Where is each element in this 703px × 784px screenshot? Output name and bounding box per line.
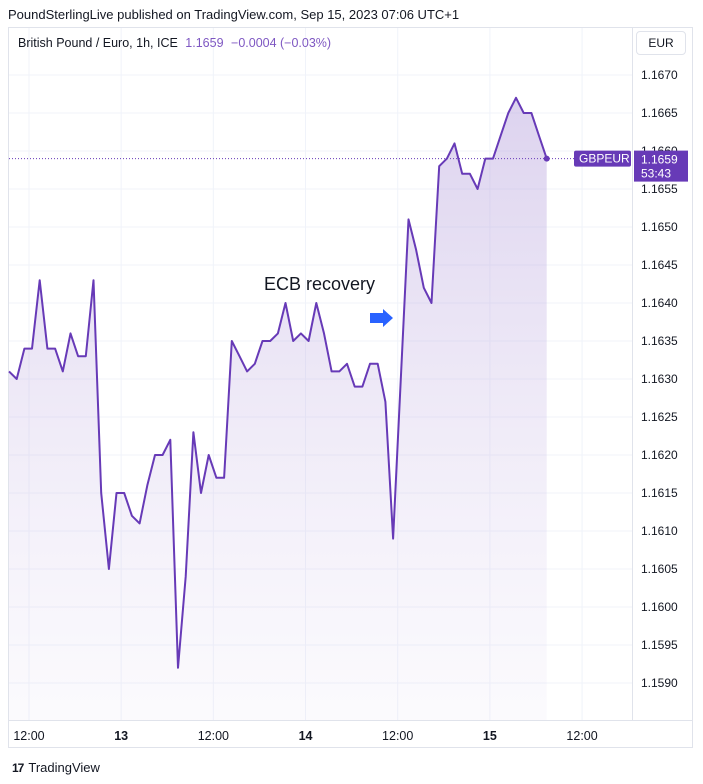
x-tick-label: 14	[299, 729, 313, 743]
last-price-marker	[543, 155, 550, 162]
y-tick-label: 1.1595	[641, 638, 678, 652]
price-tag-value: 1.1659	[641, 153, 678, 167]
x-tick-label: 15	[483, 729, 497, 743]
y-tick-label: 1.1650	[641, 220, 678, 234]
chart-frame	[8, 27, 693, 748]
y-tick-label: 1.1665	[641, 106, 678, 120]
y-tick-label: 1.1645	[641, 258, 678, 272]
y-tick-label: 1.1625	[641, 410, 678, 424]
y-tick-label: 1.1640	[641, 296, 678, 310]
brand-name: TradingView	[28, 760, 100, 775]
symbol-tag-label: GBPEUR	[579, 152, 630, 166]
y-tick-label: 1.1670	[641, 68, 678, 82]
y-axis-labels: 1.16701.16651.16601.16551.16501.16451.16…	[641, 68, 678, 690]
bar-countdown: 53:43	[641, 167, 671, 181]
y-tick-label: 1.1605	[641, 562, 678, 576]
x-tick-label: 12:00	[198, 729, 229, 743]
price-tag: GBPEUR 1.1659 53:43	[574, 150, 688, 182]
x-tick-label: 12:00	[382, 729, 413, 743]
y-tick-label: 1.1610	[641, 524, 678, 538]
y-tick-label: 1.1615	[641, 486, 678, 500]
y-tick-label: 1.1655	[641, 182, 678, 196]
legend-change: −0.0004 (−0.03%)	[231, 36, 332, 50]
price-area-fill	[9, 97, 547, 721]
annotation-label: ECB recovery	[264, 274, 375, 294]
symbol-tag-background	[574, 150, 631, 167]
chart-legend: British Pound / Euro, 1h, ICE 1.1659 −0.…	[18, 36, 331, 50]
legend-price: 1.1659	[185, 36, 224, 50]
y-tick-label: 1.1590	[641, 676, 678, 690]
price-line	[8, 96, 548, 669]
y-tick-label: 1.1635	[641, 334, 678, 348]
x-tick-label: 13	[114, 729, 128, 743]
arrow-right-icon	[370, 309, 393, 327]
tradingview-logo-icon: 17	[12, 760, 24, 775]
currency-button[interactable]: EUR	[636, 31, 686, 55]
y-tick-label: 1.1630	[641, 372, 678, 386]
y-tick-label: 1.1620	[641, 448, 678, 462]
footer-brand[interactable]: 17 TradingView	[12, 760, 100, 775]
x-tick-label: 12:00	[13, 729, 44, 743]
publisher-caption: PoundSterlingLive published on TradingVi…	[8, 7, 460, 22]
x-tick-label: 12:00	[566, 729, 597, 743]
x-axis-labels: 12:00 13 12:00 14 12:00 15 12:00	[13, 729, 597, 743]
legend-symbol: British Pound / Euro, 1h, ICE	[18, 36, 178, 50]
price-tag-background	[634, 150, 688, 182]
y-tick-label: 1.1600	[641, 600, 678, 614]
